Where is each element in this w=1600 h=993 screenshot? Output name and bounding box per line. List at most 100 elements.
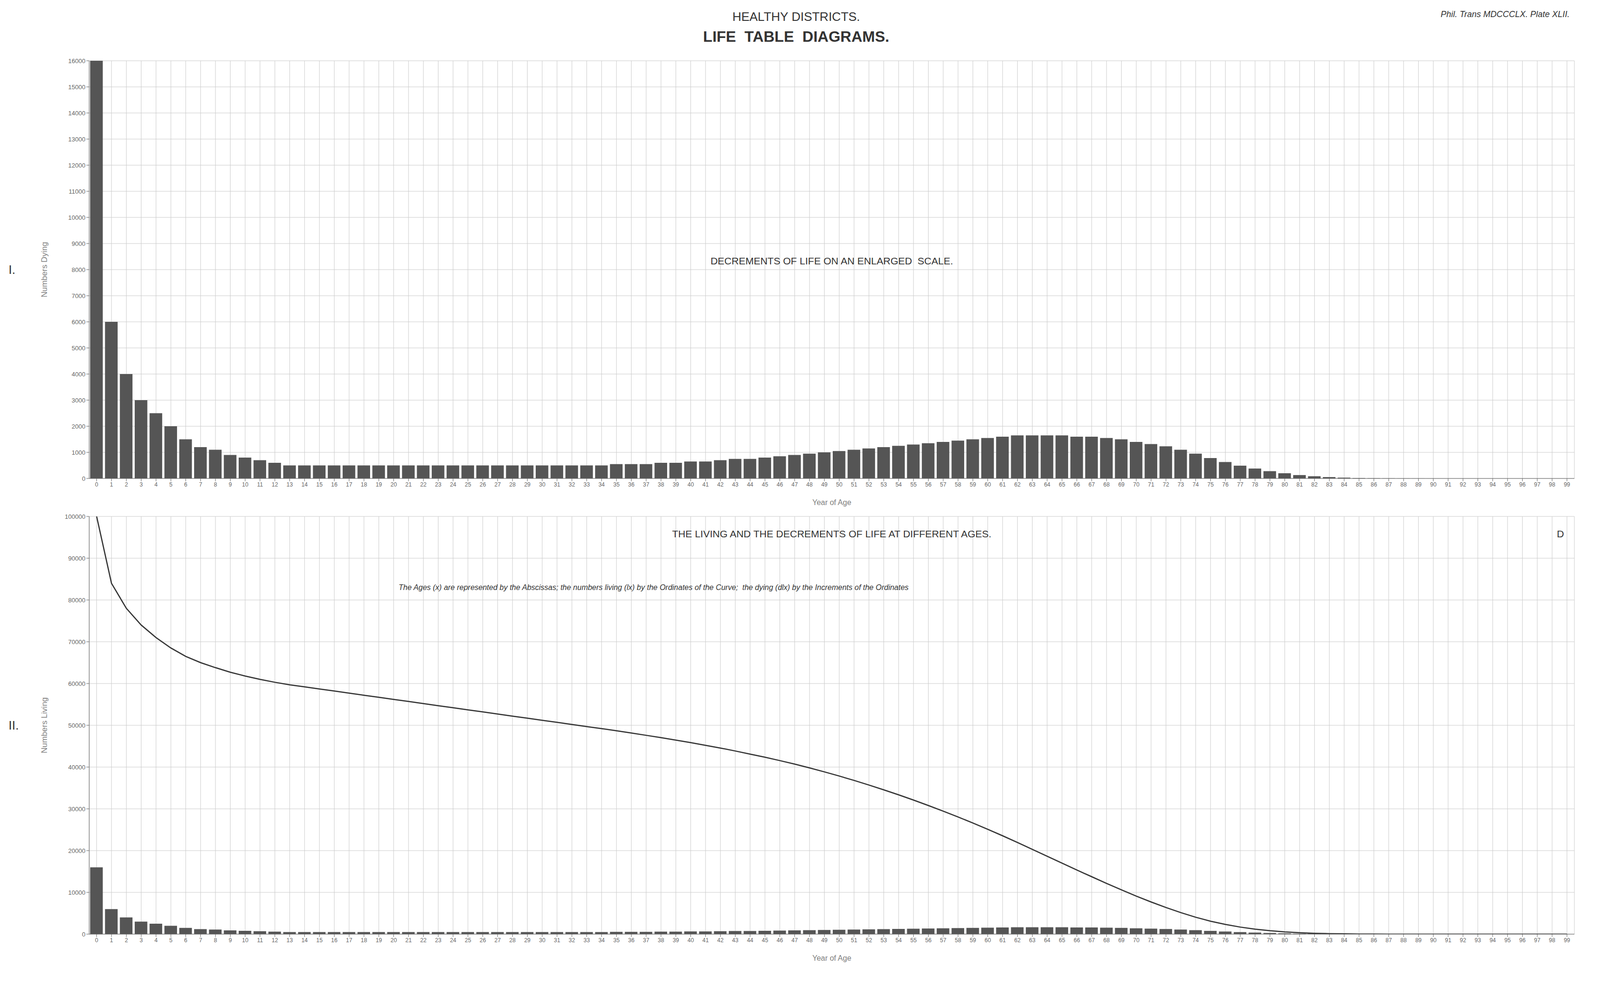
svg-text:88: 88 xyxy=(1400,481,1407,488)
svg-text:82: 82 xyxy=(1311,936,1319,944)
svg-text:100000: 100000 xyxy=(65,512,86,521)
svg-text:21: 21 xyxy=(405,481,412,488)
svg-text:71: 71 xyxy=(1147,481,1155,488)
svg-text:40000: 40000 xyxy=(68,763,86,771)
svg-text:5000: 5000 xyxy=(71,344,86,352)
svg-text:18: 18 xyxy=(360,481,368,488)
svg-text:74: 74 xyxy=(1192,481,1200,488)
svg-text:87: 87 xyxy=(1385,936,1393,944)
svg-text:60: 60 xyxy=(984,481,992,488)
svg-text:39: 39 xyxy=(672,936,680,944)
svg-text:9: 9 xyxy=(228,481,233,488)
svg-text:66: 66 xyxy=(1073,936,1081,944)
svg-text:47: 47 xyxy=(791,936,799,944)
svg-text:20000: 20000 xyxy=(68,846,86,855)
svg-text:95: 95 xyxy=(1504,481,1511,488)
svg-text:15: 15 xyxy=(316,936,323,944)
svg-text:Year of Age: Year of Age xyxy=(812,498,852,507)
svg-text:25: 25 xyxy=(464,481,472,488)
svg-text:30: 30 xyxy=(539,481,546,488)
svg-text:10: 10 xyxy=(241,481,249,488)
svg-text:10: 10 xyxy=(241,936,249,944)
svg-text:57: 57 xyxy=(939,481,947,488)
svg-text:69: 69 xyxy=(1118,936,1126,944)
svg-text:44: 44 xyxy=(746,936,754,944)
svg-text:48: 48 xyxy=(806,481,813,488)
svg-text:34: 34 xyxy=(598,936,605,944)
svg-text:80: 80 xyxy=(1281,481,1289,488)
svg-text:50: 50 xyxy=(836,936,843,944)
svg-text:71: 71 xyxy=(1147,936,1155,944)
svg-text:7: 7 xyxy=(198,481,203,488)
svg-text:59: 59 xyxy=(969,481,977,488)
svg-text:10000: 10000 xyxy=(68,888,86,896)
svg-text:29: 29 xyxy=(524,481,531,488)
svg-text:77: 77 xyxy=(1237,481,1244,488)
svg-text:83: 83 xyxy=(1326,481,1333,488)
svg-text:72: 72 xyxy=(1162,481,1170,488)
svg-text:72: 72 xyxy=(1162,936,1170,944)
svg-text:84: 84 xyxy=(1340,936,1348,944)
svg-text:90: 90 xyxy=(1430,481,1437,488)
svg-text:97: 97 xyxy=(1534,481,1541,488)
svg-text:61: 61 xyxy=(999,481,1006,488)
svg-text:14: 14 xyxy=(301,936,308,944)
svg-text:64: 64 xyxy=(1043,936,1051,944)
svg-text:16: 16 xyxy=(331,481,338,488)
svg-text:4000: 4000 xyxy=(71,370,86,378)
svg-text:62: 62 xyxy=(1014,481,1022,488)
svg-text:7: 7 xyxy=(198,936,203,944)
svg-text:51: 51 xyxy=(850,481,858,488)
svg-text:88: 88 xyxy=(1400,936,1407,944)
svg-text:92: 92 xyxy=(1460,936,1467,944)
svg-text:6000: 6000 xyxy=(71,318,86,326)
svg-text:13: 13 xyxy=(286,481,294,488)
svg-text:0: 0 xyxy=(82,930,86,938)
svg-text:80: 80 xyxy=(1281,936,1289,944)
svg-text:37: 37 xyxy=(642,936,650,944)
svg-text:99: 99 xyxy=(1563,936,1571,944)
svg-text:11000: 11000 xyxy=(68,187,86,196)
svg-text:1000: 1000 xyxy=(71,448,86,456)
svg-text:93: 93 xyxy=(1474,481,1482,488)
svg-text:75: 75 xyxy=(1207,481,1214,488)
svg-text:86: 86 xyxy=(1370,936,1378,944)
svg-text:94: 94 xyxy=(1489,936,1497,944)
svg-text:13000: 13000 xyxy=(68,135,86,143)
svg-text:68: 68 xyxy=(1103,936,1110,944)
svg-text:1: 1 xyxy=(110,481,114,488)
svg-text:13: 13 xyxy=(286,936,294,944)
svg-text:64: 64 xyxy=(1043,481,1051,488)
svg-text:20: 20 xyxy=(390,481,398,488)
svg-text:56: 56 xyxy=(925,936,932,944)
svg-text:24: 24 xyxy=(449,481,457,488)
svg-text:53: 53 xyxy=(880,481,888,488)
svg-text:83: 83 xyxy=(1326,936,1333,944)
svg-text:84: 84 xyxy=(1340,481,1348,488)
svg-text:16000: 16000 xyxy=(68,57,86,65)
svg-text:38: 38 xyxy=(657,481,665,488)
svg-text:40: 40 xyxy=(687,936,695,944)
svg-text:63: 63 xyxy=(1029,481,1036,488)
svg-text:86: 86 xyxy=(1370,481,1378,488)
svg-text:33: 33 xyxy=(583,481,591,488)
svg-text:29: 29 xyxy=(524,936,531,944)
svg-text:40: 40 xyxy=(687,481,695,488)
svg-text:60: 60 xyxy=(984,936,992,944)
svg-text:Numbers Living: Numbers Living xyxy=(39,697,49,754)
svg-text:67: 67 xyxy=(1088,481,1096,488)
svg-text:23: 23 xyxy=(435,481,442,488)
svg-text:Year of Age: Year of Age xyxy=(812,953,852,962)
svg-text:8: 8 xyxy=(213,481,218,488)
svg-text:49: 49 xyxy=(821,936,828,944)
svg-text:0: 0 xyxy=(94,481,99,488)
svg-text:9000: 9000 xyxy=(71,240,86,248)
svg-text:0: 0 xyxy=(94,936,99,944)
svg-text:85: 85 xyxy=(1355,936,1363,944)
svg-text:67: 67 xyxy=(1088,936,1096,944)
svg-text:32: 32 xyxy=(568,481,576,488)
svg-text:79: 79 xyxy=(1266,481,1274,488)
svg-text:17: 17 xyxy=(345,936,353,944)
svg-text:0: 0 xyxy=(82,474,86,483)
svg-text:89: 89 xyxy=(1415,481,1423,488)
